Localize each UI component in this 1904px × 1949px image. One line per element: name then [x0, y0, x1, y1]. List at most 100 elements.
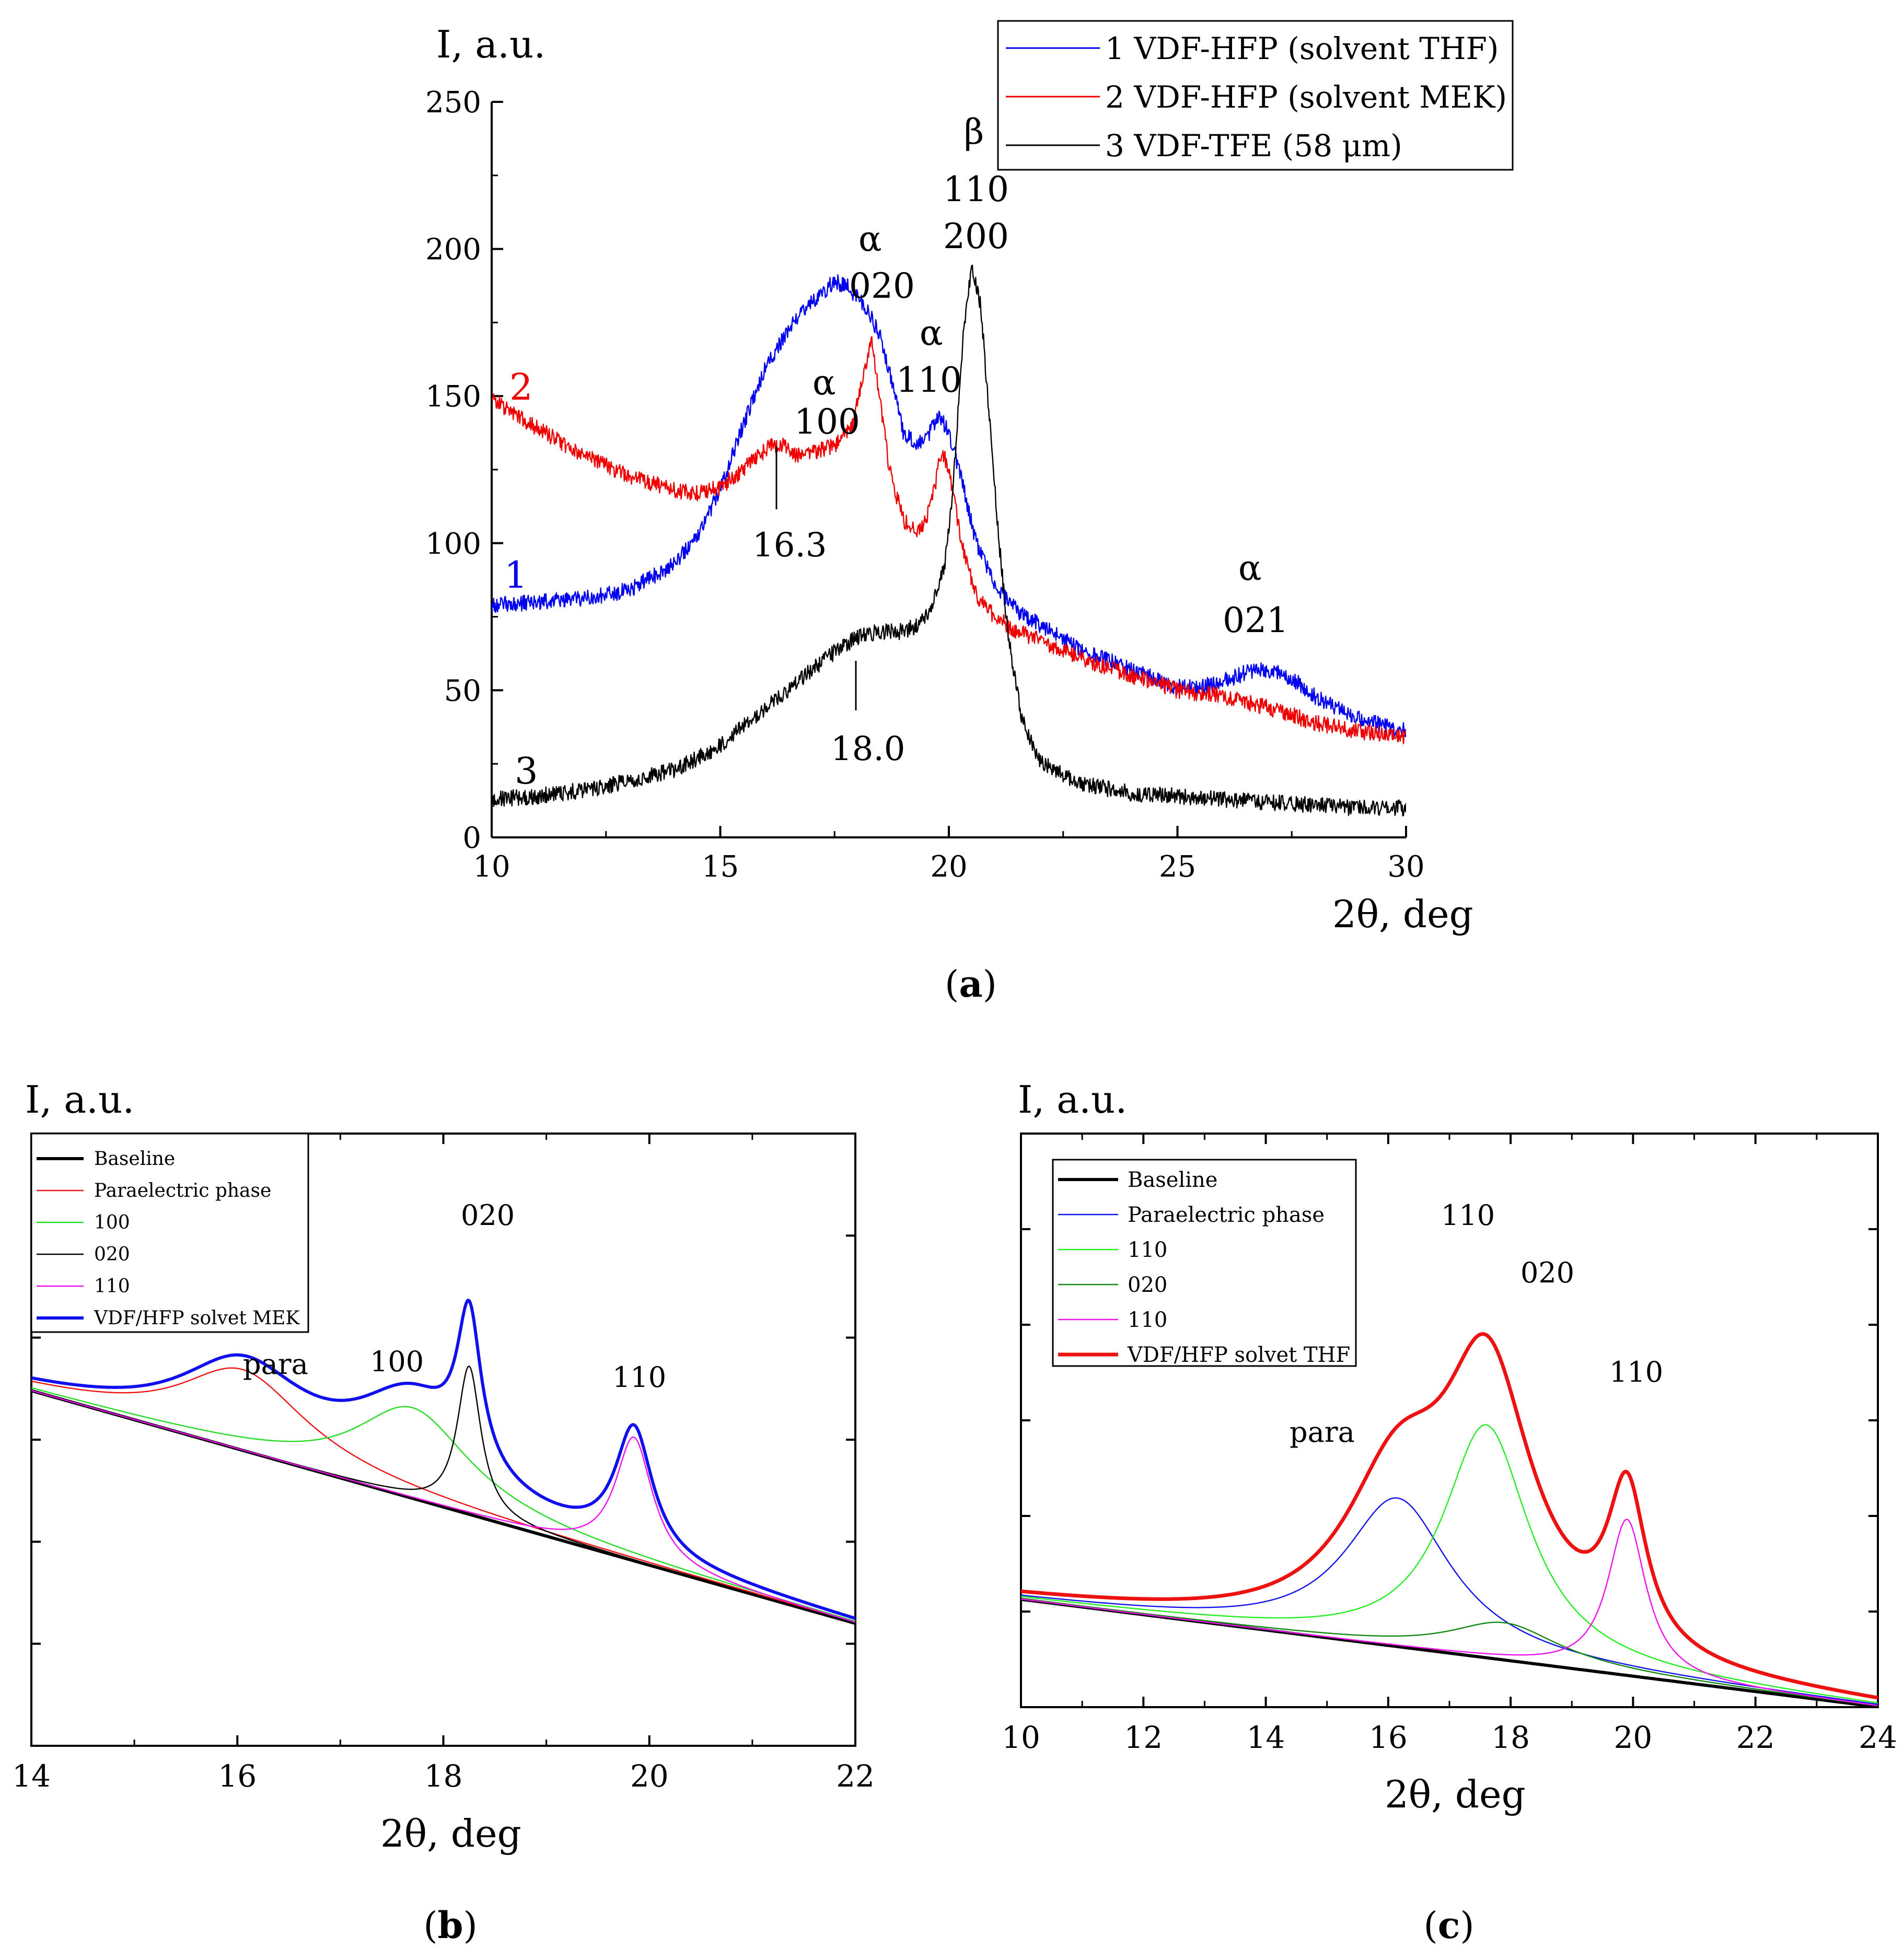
panel-a-x-label: 2θ, deg — [1332, 892, 1473, 936]
annotation-020: 020 — [849, 266, 915, 306]
legend-entry-110-second: 110 — [1128, 1308, 1167, 1332]
panel-b-curves — [31, 1299, 855, 1625]
legend-entry-110: 110 — [1128, 1238, 1167, 1262]
legend-entry-baseline: Baseline — [1128, 1168, 1217, 1192]
y-tick-label-200: 200 — [425, 233, 481, 267]
annotation-18-0: 18.0 — [831, 730, 905, 768]
annotation-021: 021 — [1223, 600, 1288, 640]
x-tick-label-16: 16 — [218, 1758, 257, 1794]
panel-c-ticks: 10 12 14 16 18 20 22 24 — [1002, 1134, 1897, 1755]
y-tick-label-100: 100 — [425, 527, 481, 561]
legend-entry-paraelectric: Paraelectric phase — [1128, 1203, 1325, 1227]
legend-entry-paraelectric: Paraelectric phase — [94, 1180, 271, 1201]
series-line-1 — [492, 274, 1406, 738]
annotation-110-alpha: 110 — [896, 360, 962, 400]
y-tick-label-250: 250 — [425, 86, 481, 120]
panel-c-caption: (c) — [1423, 1904, 1474, 1947]
legend-entry-110: 110 — [94, 1276, 130, 1297]
panel-b-caption: (b) — [423, 1904, 478, 1947]
peak-label-para: para — [243, 1348, 308, 1381]
annotation-alpha-110: α — [920, 313, 943, 353]
legend-entry-sum-mek: VDF/HFP solvet MEK — [94, 1308, 300, 1329]
panel-c-legend-swatches — [1058, 1178, 1118, 1357]
annotation-200: 200 — [943, 216, 1009, 256]
panel-c-y-label: I, a.u. — [1018, 1078, 1127, 1122]
y-tick-label-50: 50 — [444, 674, 481, 708]
legend-entry-3: 3 VDF-TFE (58 μm) — [1105, 128, 1402, 164]
peak-label-020: 020 — [461, 1199, 515, 1232]
annotation-16-3: 16.3 — [752, 526, 827, 565]
x-tick-label-20: 20 — [1614, 1720, 1653, 1755]
annotation-110-beta: 110 — [943, 169, 1009, 209]
panel-a-annotations: α 020 α 100 α 110 β 110 200 α 021 16.3 1… — [752, 112, 1288, 768]
legend-entry-baseline: Baseline — [94, 1148, 175, 1170]
x-tick-label-15: 15 — [702, 850, 739, 884]
x-tick-label-16: 16 — [1369, 1720, 1408, 1755]
y-tick-label-0: 0 — [462, 821, 481, 855]
legend-entry-020: 020 — [94, 1244, 130, 1265]
curve-label-2: 2 — [509, 366, 533, 409]
panel-b-legend: Baseline Paraelectric phase 100 020 110 … — [30, 1133, 309, 1333]
peak-label-110: 110 — [612, 1361, 666, 1394]
series-line-1 — [31, 1367, 855, 1623]
panel-c-legend: Baseline Paraelectric phase 110 020 110 … — [1052, 1159, 1357, 1367]
x-tick-label-12: 12 — [1124, 1720, 1163, 1755]
x-tick-label-20: 20 — [930, 850, 967, 884]
panel-c-x-label: 2θ, deg — [1385, 1772, 1526, 1816]
series-line-4 — [1021, 1519, 1878, 1707]
x-tick-label-18: 18 — [1491, 1720, 1530, 1755]
annotation-beta: β — [964, 112, 984, 152]
series-line-3 — [1021, 1598, 1878, 1707]
series-line-1 — [1021, 1497, 1878, 1705]
legend-entry-2: 2 VDF-HFP (solvent MEK) — [1105, 79, 1507, 115]
panel-a-curves — [492, 264, 1406, 816]
legend-entry-020: 020 — [1128, 1273, 1167, 1297]
panel-a-ticks: 10 15 20 25 30 0 50 100 150 200 250 — [425, 86, 1425, 884]
peak-label-110-second: 110 — [1609, 1356, 1663, 1388]
panel-a: 10 15 20 25 30 0 50 100 150 200 250 I, a.u. 2θ, de… — [425, 20, 1514, 1006]
curve-label-3: 3 — [515, 750, 538, 792]
series-line-5 — [31, 1299, 855, 1620]
series-line-2 — [1021, 1424, 1878, 1703]
peak-label-110: 110 — [1441, 1199, 1495, 1232]
legend-entry-100: 100 — [94, 1212, 130, 1233]
x-tick-label-22: 22 — [1736, 1720, 1775, 1755]
panel-a-caption: (a) — [945, 962, 997, 1006]
series-line-2 — [31, 1387, 855, 1622]
x-tick-label-30: 30 — [1387, 850, 1424, 884]
x-tick-label-14: 14 — [12, 1758, 51, 1794]
panel-c: 10 12 14 16 18 20 22 24 I, a.u. 2θ, deg Baselin… — [1002, 1078, 1897, 1947]
series-line-2 — [492, 336, 1406, 744]
legend-entry-1: 1 VDF-HFP (solvent THF) — [1105, 31, 1499, 66]
panel-b-legend-swatches — [37, 1157, 84, 1320]
panel-b: 14 16 18 20 22 I, a.u. 2θ, deg Baseline Para… — [12, 1078, 875, 1947]
x-tick-label-10: 10 — [1002, 1720, 1040, 1755]
panel-a-y-label: I, a.u. — [436, 22, 545, 66]
panel-b-ticks: 14 16 18 20 22 — [12, 1134, 875, 1794]
legend-entry-sum-thf: VDF/HFP solvet THF — [1127, 1343, 1350, 1367]
x-tick-label-22: 22 — [836, 1758, 875, 1794]
series-line-5 — [1021, 1332, 1878, 1700]
series-line-3 — [492, 264, 1406, 816]
peak-label-020: 020 — [1520, 1256, 1574, 1289]
x-tick-label-10: 10 — [473, 850, 510, 884]
annotation-alpha-100: α — [812, 363, 836, 403]
series-line-4 — [31, 1390, 855, 1623]
y-tick-label-150: 150 — [425, 380, 481, 414]
x-tick-label-14: 14 — [1247, 1720, 1285, 1755]
annotation-100: 100 — [794, 402, 860, 442]
x-tick-label-24: 24 — [1859, 1720, 1897, 1755]
annotation-alpha-021: α — [1238, 548, 1262, 588]
panel-b-y-label: I, a.u. — [25, 1078, 134, 1122]
curve-label-1: 1 — [504, 554, 528, 597]
annotation-alpha-020: α — [858, 219, 882, 259]
panel-a-legend: 1 VDF-HFP (solvent THF) 2 VDF-HFP (solve… — [997, 20, 1514, 171]
x-tick-label-25: 25 — [1159, 850, 1196, 884]
peak-label-100: 100 — [370, 1345, 424, 1378]
panel-b-x-label: 2θ, deg — [380, 1812, 521, 1855]
x-tick-label-20: 20 — [630, 1758, 669, 1794]
peak-label-para: para — [1290, 1416, 1355, 1449]
x-tick-label-18: 18 — [424, 1758, 463, 1794]
panel-c-curves — [1021, 1332, 1878, 1707]
